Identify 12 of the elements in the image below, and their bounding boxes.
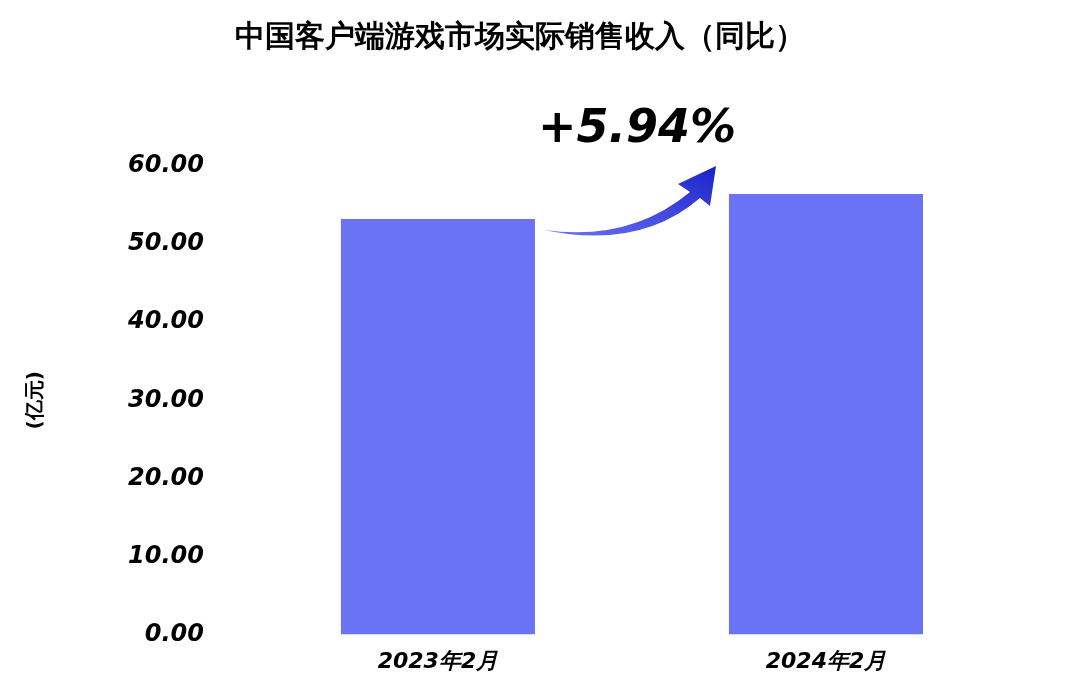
y-tick-label: 40.00 (126, 306, 204, 335)
y-tick-label: 50.00 (127, 228, 204, 257)
x-tick-label: 2023年2月 (377, 647, 499, 673)
x-tick-label: 2024年2月 (765, 647, 887, 673)
y-tick-label: 30.00 (127, 384, 204, 413)
y-tick-label: 60.00 (127, 150, 204, 179)
y-axis-title: (亿元) (22, 371, 47, 430)
text: +5.94% (537, 98, 737, 153)
chart-title: 中国客户端游戏市场实际销售收入（同比） (235, 17, 805, 53)
y-tick-label: 0.00 (144, 618, 204, 647)
y-tick-label: 20.00 (127, 462, 204, 491)
y-tick-label: 10.00 (127, 540, 204, 569)
